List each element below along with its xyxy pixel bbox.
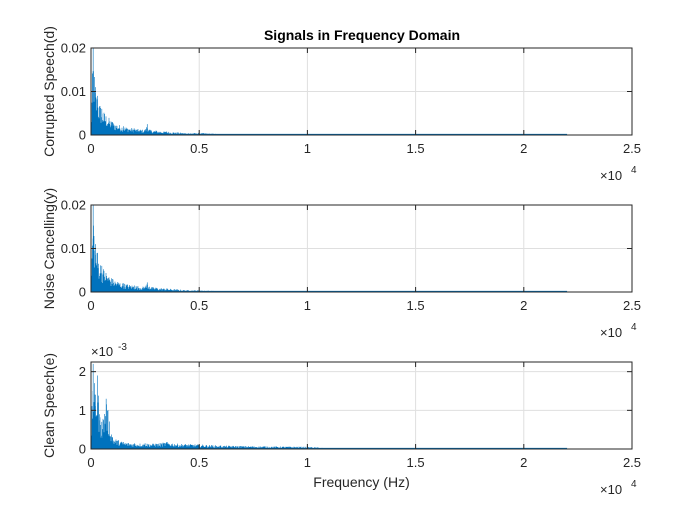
- x-tick-label: 2.5: [623, 141, 641, 156]
- y-tick-label: 0.01: [61, 241, 86, 256]
- x-tick-label: 0: [87, 455, 94, 470]
- x-tick-label: 1: [304, 141, 311, 156]
- x-tick-label: 1.5: [407, 298, 425, 313]
- x-tick-label: 2: [520, 141, 527, 156]
- x-tick-label: 0: [87, 141, 94, 156]
- x-tick-label: 2.5: [623, 298, 641, 313]
- axes-box: [90, 361, 633, 450]
- subplot-3: 0 0.5 1 1.5 2 2.5 0 1 2 ×10 4 ×10 -3 Clean Speech(e) F…: [41, 342, 641, 497]
- y-tick-label: 0.02: [61, 41, 86, 56]
- x-exponent-label: ×10: [600, 482, 622, 497]
- x-tick-label: 1.5: [407, 141, 425, 156]
- y-exponent-power: -3: [118, 342, 127, 353]
- x-tick-label: 0.5: [190, 298, 208, 313]
- x-exponent-power: 4: [631, 322, 637, 333]
- y-tick-label: 0: [79, 285, 86, 300]
- x-exponent-label: ×10: [600, 325, 622, 340]
- y-axis-label: Corrupted Speech(d): [41, 26, 57, 157]
- x-exponent-label: ×10: [600, 168, 622, 183]
- x-tick-label: 0.5: [190, 455, 208, 470]
- plot-area: [91, 362, 632, 449]
- y-tick-label: 0: [79, 128, 86, 143]
- x-tick-label: 0: [87, 298, 94, 313]
- x-tick-label: 1.5: [407, 455, 425, 470]
- x-tick-label: 0.5: [190, 141, 208, 156]
- x-exponent-power: 4: [631, 165, 637, 176]
- x-tick-label: 1: [304, 298, 311, 313]
- subplot-1: 0 0.5 1 1.5 2 2.5 0 0.01 0.02 ×10 4 Corrupted Speec…: [41, 26, 641, 183]
- x-tick-label: 2.5: [623, 455, 641, 470]
- y-exponent-label: ×10: [91, 344, 113, 359]
- x-tick-label: 2: [520, 298, 527, 313]
- y-tick-label: 1: [79, 403, 86, 418]
- y-tick-label: 0.02: [61, 198, 86, 213]
- y-axis-label: Noise Cancelling(y): [41, 188, 57, 309]
- subplots-group: 0 0.5 1 1.5 2 2.5 0 0.01 0.02 ×10 4 Corrupted Speec…: [41, 26, 641, 497]
- x-axis-label: Frequency (Hz): [313, 474, 409, 490]
- y-tick-label: 0: [79, 442, 86, 457]
- x-tick-label: 1: [304, 455, 311, 470]
- y-tick-label: 2: [79, 364, 86, 379]
- subplot-2: 0 0.5 1 1.5 2 2.5 0 0.01 0.02 ×10 4 Noise Cancellin…: [41, 188, 641, 340]
- y-axis-label: Clean Speech(e): [41, 353, 57, 458]
- x-tick-label: 2: [520, 455, 527, 470]
- y-tick-label: 0.01: [61, 84, 86, 99]
- x-exponent-power: 4: [631, 479, 637, 490]
- figure-title: Signals in Frequency Domain: [264, 27, 460, 43]
